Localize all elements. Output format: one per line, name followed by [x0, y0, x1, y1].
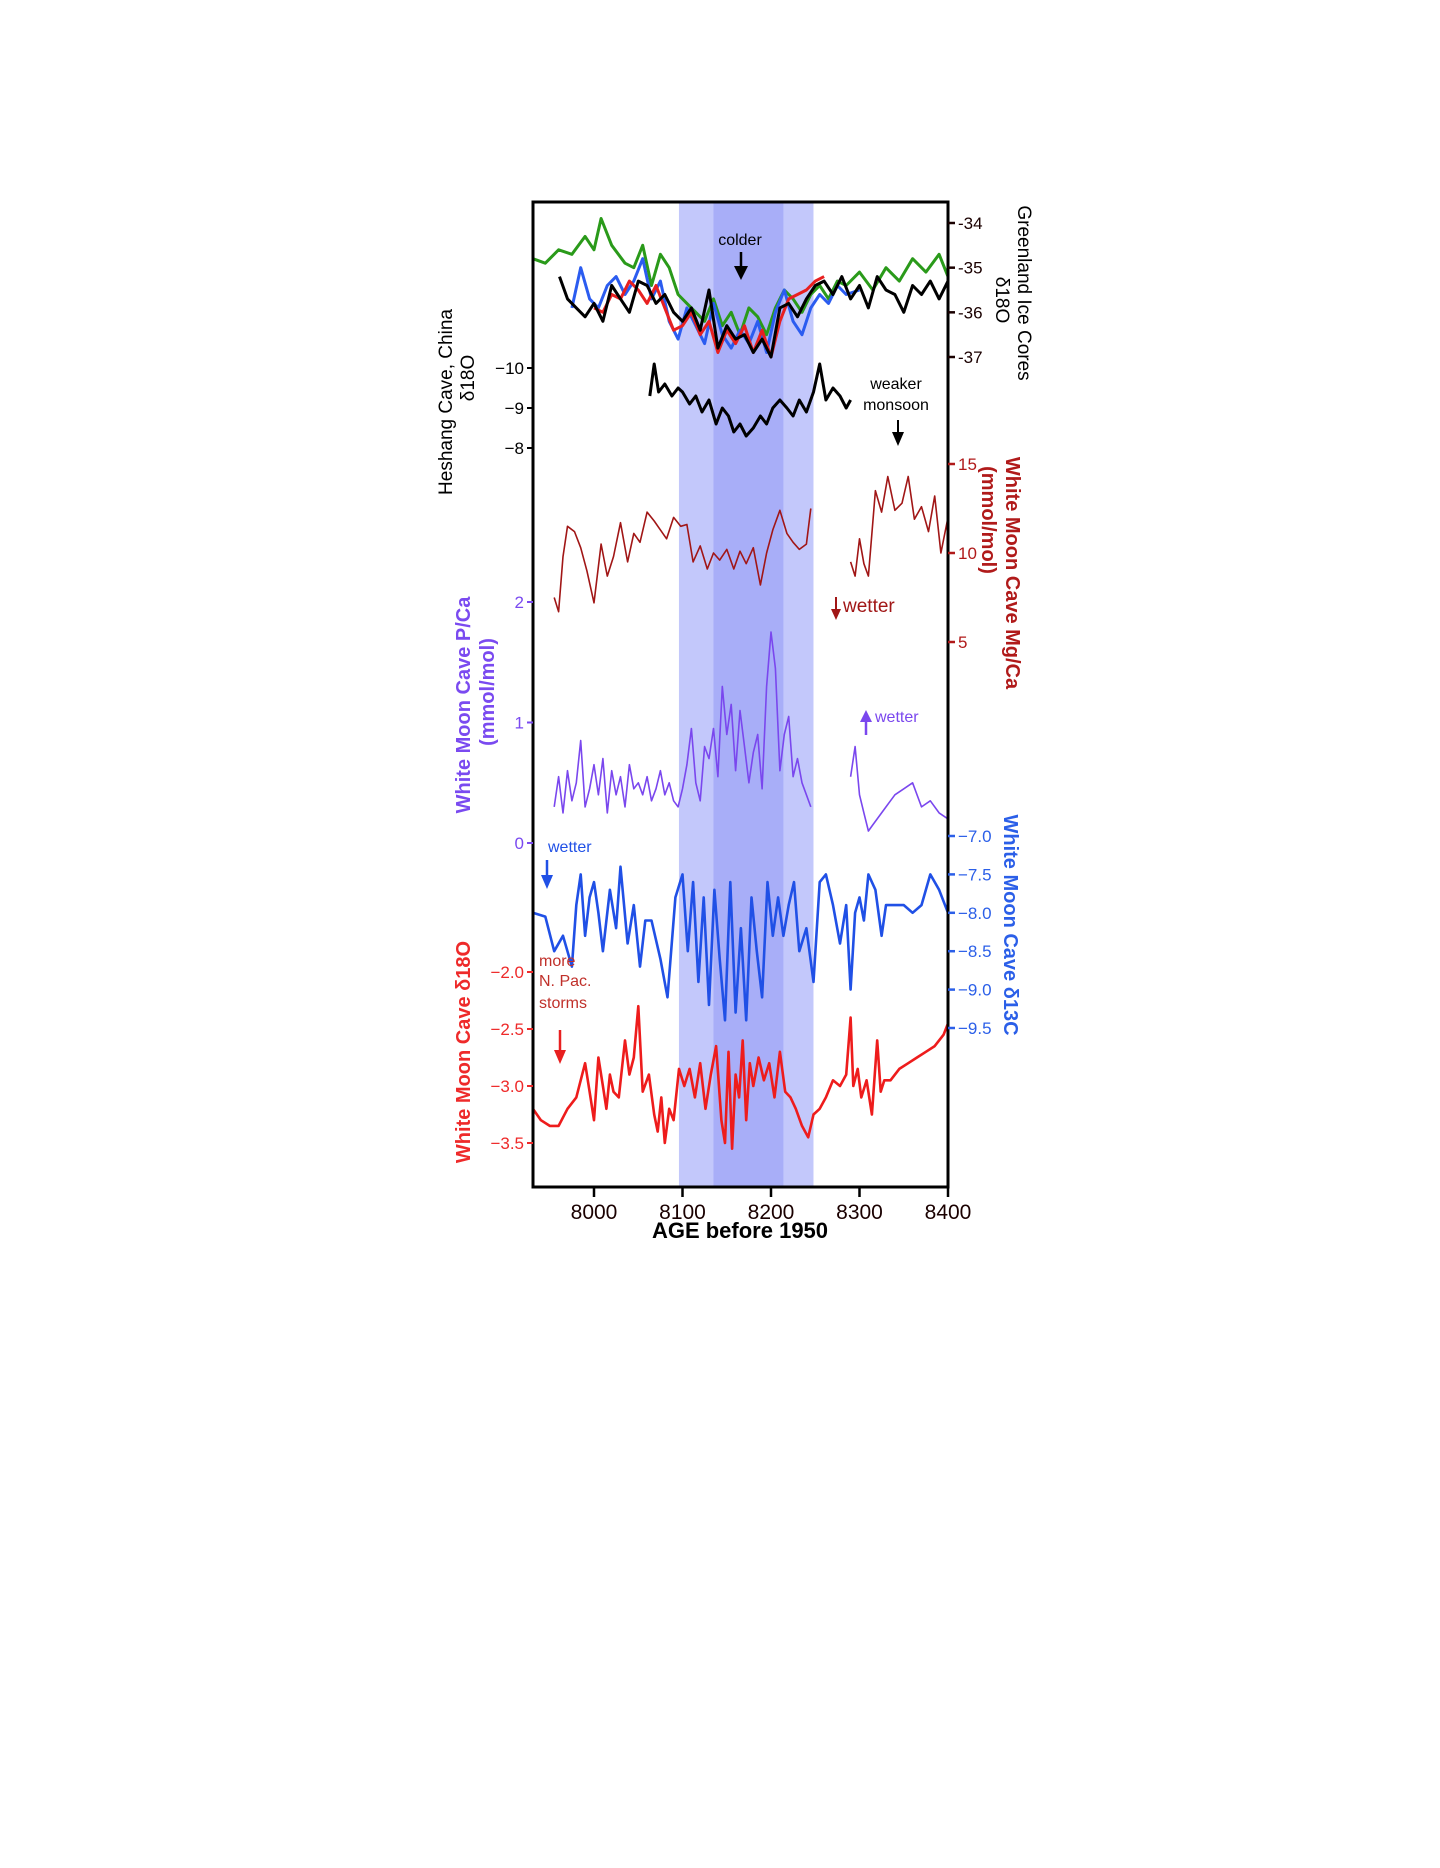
arrow-down-icon	[541, 860, 553, 889]
annotation-monsoon: monsoon	[863, 397, 929, 414]
annotation-wetter-d13c: wetter	[547, 839, 592, 856]
pca-axis-title: White Moon Cave P/Ca	[453, 596, 475, 814]
y-tick-label: -34	[958, 214, 983, 233]
mgca-axis-title: White Moon Cave Mg/Ca	[1001, 457, 1023, 690]
annotation-wetter-mgca: wetter	[842, 596, 895, 617]
x-tick-label: 8200	[748, 1201, 795, 1224]
y-tick-label: −7.5	[958, 865, 992, 884]
series-line	[532, 865, 950, 1022]
annotation-weaker: weaker	[869, 376, 922, 393]
y-tick-label: 2	[515, 593, 524, 612]
x-axis: 8000 8100 8200 8300 8400	[571, 1187, 972, 1224]
d18o-axis-title: White Moon Cave δ18O	[453, 941, 475, 1163]
y-tick-label: 15	[958, 455, 977, 474]
annotation-storms-2: N. Pac.	[539, 973, 591, 990]
series-lines	[531, 217, 950, 1150]
y-tick-label: 1	[515, 714, 524, 733]
event-shading-bands	[678, 202, 814, 1187]
series-line	[532, 217, 950, 337]
y-tick-label: -36	[958, 303, 983, 322]
y-tick-label: −8.5	[958, 942, 992, 961]
y-tick-label: −3.0	[490, 1077, 524, 1096]
y-tick-label: −2.0	[490, 963, 524, 982]
arrow-down-icon	[734, 252, 748, 280]
y-tick-label: 5	[958, 633, 967, 652]
series-line	[553, 631, 949, 832]
x-tick-label: 8400	[925, 1201, 972, 1224]
mgca-axis-unit: (mmol/mol)	[977, 466, 999, 574]
y-tick-label: -37	[958, 348, 983, 367]
arrow-down-icon	[554, 1030, 566, 1064]
annotation-wetter-pca: wetter	[874, 709, 919, 726]
y-tick-label: −2.5	[490, 1020, 524, 1039]
plot-frame	[531, 200, 950, 1189]
y-tick-label: 0	[515, 834, 524, 853]
heshang-axis-unit: δ18O	[458, 355, 479, 402]
x-tick-label: 8300	[836, 1201, 883, 1224]
series-line	[570, 257, 860, 354]
annotation-colder: colder	[718, 232, 762, 249]
series-line	[553, 475, 949, 613]
greenland-axis-title: Greenland Ice Cores	[1013, 205, 1034, 380]
y-tick-label: −10	[495, 359, 524, 378]
y-tick-label: −3.5	[490, 1134, 524, 1153]
y-tick-label: -35	[958, 259, 983, 278]
series-line	[531, 1004, 950, 1150]
arrow-up-icon	[860, 710, 872, 735]
arrow-down-icon	[892, 420, 904, 446]
y-tick-label: −9.0	[958, 981, 992, 1000]
pca-axis-unit: (mmol/mol)	[477, 638, 499, 746]
y-tick-label: −9	[505, 399, 524, 418]
arrow-down-icon	[831, 597, 841, 620]
x-tick-label: 8000	[571, 1201, 618, 1224]
d13c-axis-title: White Moon Cave δ13C	[999, 814, 1021, 1035]
series-line	[558, 275, 950, 359]
greenland-axis-unit: δ18O	[991, 277, 1012, 324]
x-tick-label: 8100	[659, 1201, 706, 1224]
series-line	[648, 362, 852, 438]
y-tick-label: 10	[958, 544, 977, 563]
annotation-storms-1: more	[539, 953, 576, 970]
y-tick-label: −9.5	[958, 1019, 992, 1038]
y-tick-label: −7.0	[958, 827, 992, 846]
annotation-storms-3: storms	[539, 995, 587, 1012]
heshang-axis-title: Heshang Cave, China	[436, 309, 457, 495]
y-tick-label: −8.0	[958, 904, 992, 923]
y-tick-label: −8	[505, 439, 524, 458]
x-axis-label: AGE before 1950	[652, 1218, 828, 1243]
event-band-core	[713, 202, 784, 1187]
